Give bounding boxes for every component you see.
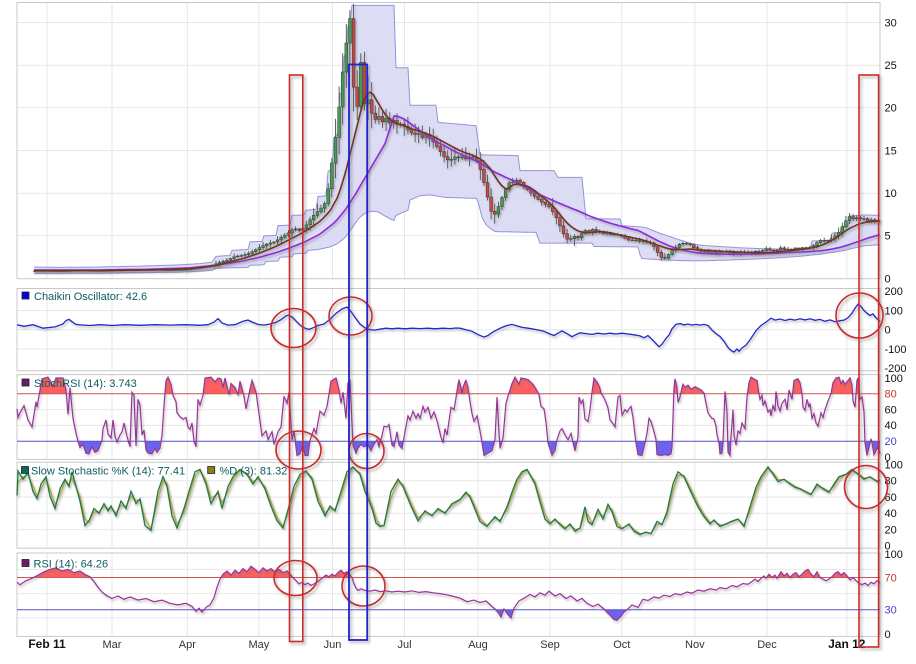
svg-text:20: 20 [885,103,897,115]
svg-text:40: 40 [885,508,897,520]
svg-text:%D (3): 81.32: %D (3): 81.32 [220,466,288,478]
svg-text:Chaikin Oscillator: 42.6: Chaikin Oscillator: 42.6 [34,291,147,303]
svg-text:60: 60 [885,404,897,416]
svg-text:10: 10 [885,188,897,200]
svg-text:80: 80 [885,389,897,401]
svg-text:Jan 12: Jan 12 [828,637,866,651]
svg-text:0: 0 [885,452,891,464]
svg-text:100: 100 [885,459,903,471]
svg-text:Aug: Aug [468,639,488,651]
svg-text:Mar: Mar [103,639,122,651]
svg-text:Apr: Apr [179,639,196,651]
svg-text:25: 25 [885,60,897,72]
svg-text:100: 100 [885,373,903,385]
svg-text:15: 15 [885,145,897,157]
svg-text:Slow Stochastic %K (14): 77.41: Slow Stochastic %K (14): 77.41 [31,466,185,478]
svg-text:30: 30 [885,605,897,617]
svg-text:0: 0 [885,629,891,641]
svg-text:5: 5 [885,231,891,243]
svg-text:Feb 11: Feb 11 [28,637,66,651]
svg-text:-200: -200 [885,363,907,375]
svg-text:40: 40 [885,420,897,432]
svg-text:Jun: Jun [324,639,342,651]
svg-text:100: 100 [885,549,903,561]
svg-text:Jul: Jul [397,639,411,651]
svg-text:Dec: Dec [757,639,777,651]
svg-text:200: 200 [885,286,903,298]
svg-text:Sep: Sep [540,639,560,651]
svg-text:20: 20 [885,436,897,448]
svg-text:Oct: Oct [613,639,630,651]
svg-text:Nov: Nov [685,639,705,651]
svg-text:0: 0 [885,541,891,553]
svg-text:May: May [249,639,270,651]
svg-text:30: 30 [885,17,897,29]
svg-text:-100: -100 [885,344,907,356]
svg-text:0: 0 [885,325,891,337]
svg-text:60: 60 [885,492,897,504]
svg-text:StochRSI (14): 3.743: StochRSI (14): 3.743 [34,378,137,390]
svg-text:0: 0 [885,273,891,285]
svg-text:RSI (14): 64.26: RSI (14): 64.26 [34,559,109,571]
svg-text:100: 100 [885,305,903,317]
svg-text:70: 70 [885,572,897,584]
svg-text:20: 20 [885,524,897,536]
